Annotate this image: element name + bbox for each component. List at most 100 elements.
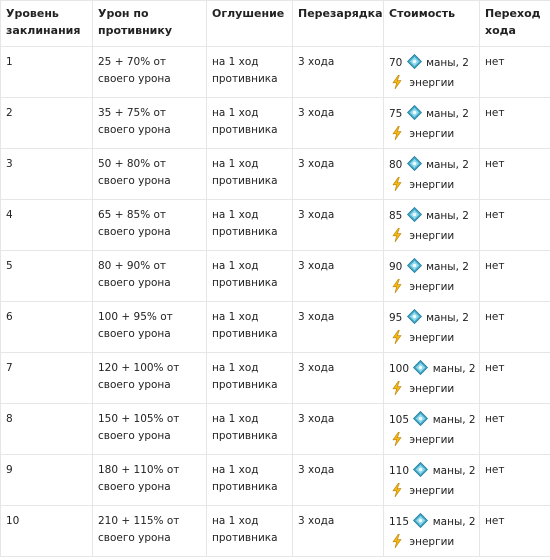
- mana-cost: 80 маны, 2: [389, 155, 474, 177]
- energy-cost: энергии: [389, 431, 474, 452]
- mana-label: маны, 2: [426, 159, 469, 171]
- mana-amount: 90: [389, 261, 403, 273]
- table-header-row: Уровень заклинания Урон по противнику Ог…: [0, 0, 550, 47]
- mana-crystal-icon: [406, 308, 422, 330]
- stun-value: на 1 ход противника: [212, 107, 278, 136]
- cooldown-value: 3 хода: [298, 260, 335, 272]
- cell-cost: 80 маны, 2 энергии: [383, 148, 480, 200]
- cell-level: 3: [0, 148, 93, 200]
- table-row: 4 65 + 85% от своего урона на 1 ход прот…: [0, 199, 550, 251]
- mana-amount: 110: [389, 465, 410, 477]
- table-row: 6 100 + 95% от своего урона на 1 ход про…: [0, 301, 550, 353]
- level-value: 2: [6, 107, 13, 119]
- cell-cooldown: 3 хода: [292, 97, 384, 149]
- damage-value: 65 + 85% от своего урона: [98, 209, 171, 238]
- lightning-energy-icon: [392, 329, 402, 350]
- mana-cost: 85 маны, 2: [389, 206, 474, 228]
- level-value: 6: [6, 311, 13, 323]
- turn-pass-value: нет: [485, 515, 505, 527]
- level-value: 9: [6, 464, 13, 476]
- cell-stun: на 1 ход противника: [206, 352, 293, 404]
- header-cooldown: Перезарядка: [292, 0, 384, 47]
- mana-amount: 85: [389, 210, 403, 222]
- mana-label: маны, 2: [432, 465, 476, 477]
- cell-damage: 50 + 80% от своего урона: [92, 148, 207, 200]
- cooldown-value: 3 хода: [298, 515, 335, 527]
- cell-level: 8: [0, 403, 93, 455]
- lightning-energy-icon: [392, 482, 402, 503]
- mana-crystal-icon: [406, 155, 422, 177]
- lightning-energy-icon: [392, 176, 402, 197]
- cell-damage: 25 + 70% от своего урона: [92, 46, 207, 98]
- cell-cooldown: 3 хода: [292, 352, 384, 404]
- cell-stun: на 1 ход противника: [206, 46, 293, 98]
- stun-value: на 1 ход противника: [212, 464, 278, 493]
- mana-label: маны, 2: [426, 57, 469, 69]
- table-row: 5 80 + 90% от своего урона на 1 ход прот…: [0, 250, 550, 302]
- energy-label: энергии: [409, 281, 455, 293]
- mana-crystal-icon: [406, 257, 422, 279]
- cell-level: 9: [0, 454, 93, 506]
- mana-cost: 100 маны, 2: [389, 359, 476, 381]
- header-spell-level: Уровень заклинания: [0, 0, 93, 47]
- cell-level: 5: [0, 250, 93, 302]
- cell-damage: 100 + 95% от своего урона: [92, 301, 207, 353]
- table-body: 1 25 + 70% от своего урона на 1 ход прот…: [0, 46, 550, 557]
- mana-cost: 90 маны, 2: [389, 257, 474, 279]
- cooldown-value: 3 хода: [298, 413, 335, 425]
- mana-label: маны, 2: [426, 312, 469, 324]
- cell-turn-pass: нет: [479, 352, 550, 404]
- cell-damage: 65 + 85% от своего урона: [92, 199, 207, 251]
- energy-cost: энергии: [389, 329, 474, 350]
- damage-value: 150 + 105% от своего урона: [98, 413, 180, 442]
- table-row: 7 120 + 100% от своего урона на 1 ход пр…: [0, 352, 550, 404]
- cell-level: 6: [0, 301, 93, 353]
- header-damage: Урон по противнику: [92, 0, 207, 47]
- table-row: 8 150 + 105% от своего урона на 1 ход пр…: [0, 403, 550, 455]
- table-row: 3 50 + 80% от своего урона на 1 ход прот…: [0, 148, 550, 200]
- mana-crystal-icon: [406, 104, 422, 126]
- damage-value: 80 + 90% от своего урона: [98, 260, 171, 289]
- mana-crystal-icon: [413, 359, 429, 381]
- level-value: 1: [6, 56, 13, 68]
- mana-amount: 115: [389, 516, 410, 528]
- cell-cooldown: 3 хода: [292, 250, 384, 302]
- table-row: 10 210 + 115% от своего урона на 1 ход п…: [0, 505, 550, 557]
- level-value: 7: [6, 362, 13, 374]
- table-row: 9 180 + 110% от своего урона на 1 ход пр…: [0, 454, 550, 506]
- lightning-energy-icon: [392, 125, 402, 146]
- lightning-energy-icon: [392, 278, 402, 299]
- turn-pass-value: нет: [485, 362, 505, 374]
- header-stun: Оглушение: [206, 0, 293, 47]
- level-value: 5: [6, 260, 13, 272]
- mana-cost: 110 маны, 2: [389, 461, 476, 483]
- turn-pass-value: нет: [485, 260, 505, 272]
- cell-cooldown: 3 хода: [292, 301, 384, 353]
- cooldown-value: 3 хода: [298, 464, 335, 476]
- cell-damage: 210 + 115% от своего урона: [92, 505, 207, 557]
- energy-cost: энергии: [389, 482, 474, 503]
- cell-turn-pass: нет: [479, 46, 550, 98]
- stun-value: на 1 ход противника: [212, 158, 278, 187]
- mana-amount: 75: [389, 108, 403, 120]
- cell-damage: 180 + 110% от своего урона: [92, 454, 207, 506]
- level-value: 10: [6, 515, 20, 527]
- cell-stun: на 1 ход противника: [206, 403, 293, 455]
- cell-turn-pass: нет: [479, 301, 550, 353]
- mana-label: маны, 2: [432, 363, 476, 375]
- cell-cost: 85 маны, 2 энергии: [383, 199, 480, 251]
- cell-cost: 90 маны, 2 энергии: [383, 250, 480, 302]
- stun-value: на 1 ход противника: [212, 260, 278, 289]
- turn-pass-value: нет: [485, 56, 505, 68]
- energy-cost: энергии: [389, 227, 474, 248]
- mana-label: маны, 2: [426, 210, 469, 222]
- mana-label: маны, 2: [426, 108, 469, 120]
- lightning-energy-icon: [392, 533, 402, 554]
- mana-cost: 75 маны, 2: [389, 104, 474, 126]
- mana-label: маны, 2: [432, 414, 476, 426]
- energy-label: энергии: [409, 434, 455, 446]
- energy-label: энергии: [409, 77, 455, 89]
- cell-stun: на 1 ход противника: [206, 250, 293, 302]
- mana-amount: 100: [389, 363, 410, 375]
- cell-cooldown: 3 хода: [292, 505, 384, 557]
